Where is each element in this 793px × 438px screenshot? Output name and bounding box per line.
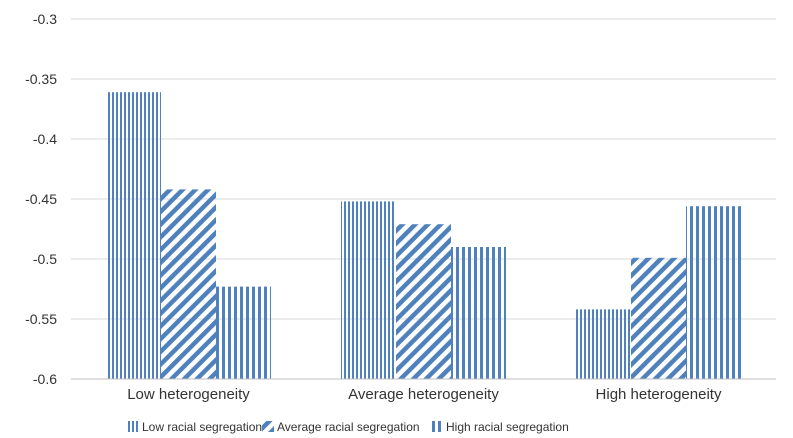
- legend-label: High racial segregation: [446, 420, 569, 434]
- x-axis: Low heterogeneity Average heterogeneity Hi…: [71, 378, 776, 403]
- y-axis-ticks: -0.3 -0.35 -0.4 -0.45 -0.5 -0.55 -0.6: [25, 11, 57, 387]
- x-category-label: High heterogeneity: [596, 386, 722, 403]
- x-category-label: Low heterogeneity: [127, 386, 250, 403]
- bar-high-racial-segregation-low-heterogeneity: [216, 286, 271, 379]
- y-tick-label: -0.3: [33, 11, 57, 27]
- bar-average-racial-segregation-high-heterogeneity: [631, 257, 686, 379]
- bars: [106, 92, 741, 379]
- legend: Low racial segregation Average racial seg…: [127, 420, 569, 434]
- y-tick-label: -0.4: [33, 131, 57, 147]
- y-tick-label: -0.35: [25, 71, 57, 87]
- legend-swatch: [127, 421, 139, 432]
- legend-swatch: [431, 421, 443, 432]
- y-tick-label: -0.5: [33, 251, 57, 267]
- bar-average-racial-segregation-low-heterogeneity: [161, 189, 216, 379]
- bar-average-racial-segregation-average-heterogeneity: [396, 224, 451, 379]
- y-tick-label: -0.55: [25, 311, 57, 327]
- y-tick-label: -0.6: [33, 371, 57, 387]
- y-tick-label: -0.45: [25, 191, 57, 207]
- legend-swatch: [262, 421, 274, 432]
- legend-label: Low racial segregation: [142, 420, 262, 434]
- bar-high-racial-segregation-high-heterogeneity: [686, 206, 741, 379]
- x-category-label: Average heterogeneity: [348, 386, 499, 403]
- legend-label: Average racial segregation: [277, 420, 420, 434]
- bar-low-racial-segregation-high-heterogeneity: [576, 309, 631, 379]
- bar-high-racial-segregation-average-heterogeneity: [451, 247, 506, 379]
- bar-low-racial-segregation-low-heterogeneity: [106, 92, 161, 379]
- bar-low-racial-segregation-average-heterogeneity: [341, 201, 396, 379]
